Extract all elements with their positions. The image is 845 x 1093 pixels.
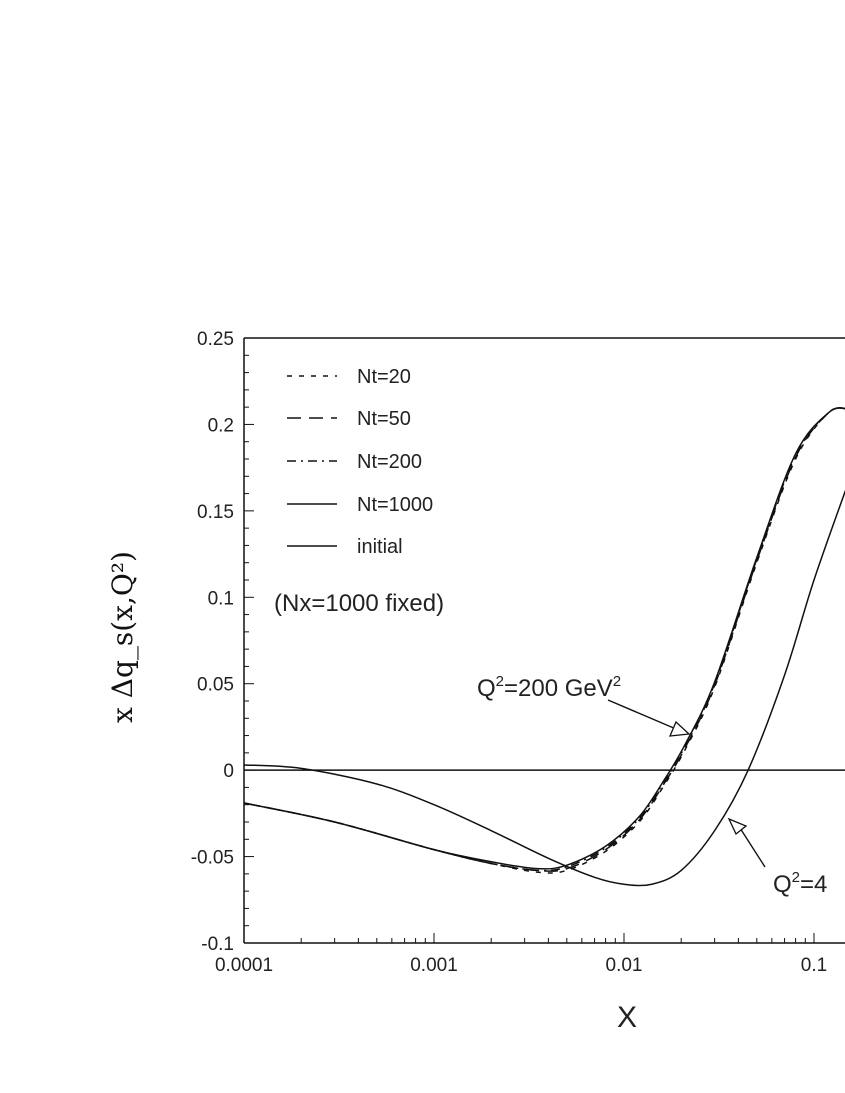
y-axis-ticks: 0.25 0.2 0.15 0.1 0.05 0 -0.05 -0.1 <box>191 329 254 955</box>
chart-note: (Nx=1000 fixed) <box>274 590 444 617</box>
legend-label-nt20: Nt=20 <box>357 366 411 388</box>
annotation-q2-200-arrowhead <box>668 720 691 737</box>
series-line-3 <box>244 407 845 870</box>
annotation-q2-4-label: Q2=4 <box>773 869 827 898</box>
legend-label-initial: initial <box>357 536 403 558</box>
legend: Nt=20 Nt=50 Nt=200 Nt=1000 initial <box>287 366 433 558</box>
annotation-q2-4-arrow-line <box>739 827 766 868</box>
annotation-q2-200-arrow-line <box>607 699 677 730</box>
y-tick-label: 0.15 <box>197 502 234 523</box>
y-tick-label: -0.1 <box>201 934 234 955</box>
series-line-2 <box>244 407 845 872</box>
series-line-4 <box>244 489 845 887</box>
y-tick-label: 0.25 <box>197 329 234 350</box>
y-axis-label: x Δq_s(x,Q²) <box>106 551 139 723</box>
y-tick-label: 0.05 <box>197 675 234 696</box>
y-tick-label: 0.1 <box>208 588 234 609</box>
series-line-0 <box>244 406 845 874</box>
annotation-q2-4: Q2=4 <box>727 817 827 898</box>
x-axis-ticks: 0.0001 0.001 0.01 0.1 <box>215 933 827 976</box>
series-line-1 <box>244 407 845 872</box>
series-layer <box>244 406 845 887</box>
x-tick-label: 0.001 <box>410 955 458 976</box>
annotation-q2-200-label: Q2=200 GeV2 <box>477 673 621 702</box>
y-tick-label: 0.2 <box>208 415 234 436</box>
legend-label-nt1000: Nt=1000 <box>357 494 433 516</box>
x-tick-label: 0.0001 <box>215 955 273 976</box>
x-axis-label: X <box>617 1001 637 1034</box>
plot-frame <box>243 337 845 944</box>
annotation-q2-4-arrowhead <box>727 817 748 836</box>
y-tick-label: -0.05 <box>191 848 234 869</box>
annotation-q2-200: Q2=200 GeV2 <box>477 673 691 737</box>
legend-label-nt50: Nt=50 <box>357 408 411 430</box>
x-tick-label: 0.1 <box>801 955 827 976</box>
y-tick-label: 0 <box>223 761 234 782</box>
legend-label-nt200: Nt=200 <box>357 451 422 473</box>
x-tick-label: 0.01 <box>606 955 643 976</box>
